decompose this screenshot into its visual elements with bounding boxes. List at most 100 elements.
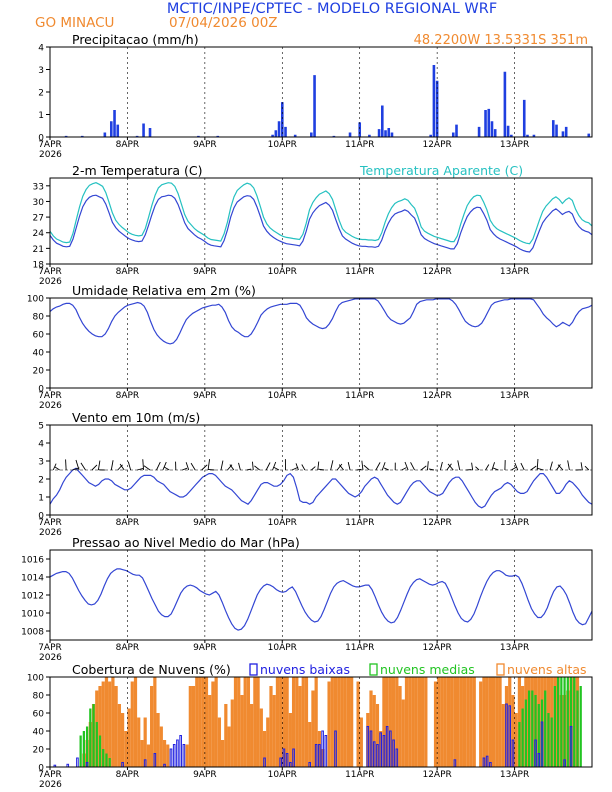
wind-vector xyxy=(164,466,170,471)
precip-bar xyxy=(380,105,384,137)
wind-vector xyxy=(567,460,570,471)
cloud-high-bar xyxy=(514,713,518,767)
wind-xtick-label: 7APR xyxy=(38,518,62,528)
precip-bar xyxy=(116,124,120,137)
pressure-ytick-label: 1012 xyxy=(21,592,44,602)
panel-pressure: 1008 1010 1012 1014 1016 7APR 8APR 9APR 10APR 11A… xyxy=(21,535,593,663)
wind-vector xyxy=(361,460,364,471)
cloud-high-bar xyxy=(446,677,451,767)
cloud-high-bar xyxy=(308,722,312,767)
precip-bar xyxy=(284,126,287,137)
cloud-low-bar xyxy=(489,762,492,767)
clouds-xtick-label: 13APR xyxy=(500,770,529,780)
humidity-ytick-label: 40 xyxy=(33,349,45,359)
precip-bar xyxy=(310,132,313,137)
cloud-legend-swatch-1 xyxy=(369,663,378,676)
cloud-low-bar xyxy=(76,757,79,767)
wind-vector xyxy=(207,459,211,471)
wind-vector xyxy=(156,461,161,471)
wind-vector xyxy=(54,466,60,471)
cloud-high-bar xyxy=(259,708,263,767)
wind-vector xyxy=(185,462,190,471)
cloud-low-bar xyxy=(382,735,386,767)
precip-ytick-label: 0 xyxy=(38,134,44,144)
pressure-xtick-label: 12APR xyxy=(422,643,451,653)
cloud-high-bar xyxy=(372,695,376,767)
wind-vector xyxy=(97,460,101,471)
temperature-ytick-label: 24 xyxy=(33,229,45,239)
pressure-ytick-label: 1008 xyxy=(21,628,44,638)
cloud-high-bar xyxy=(159,726,163,767)
cloud-low-bar xyxy=(334,730,337,767)
cloud-mid-bar xyxy=(102,749,105,767)
cloud-mid-bar xyxy=(537,704,540,767)
cloud-high-bar xyxy=(146,744,151,767)
temperature-year-label: 2026 xyxy=(39,277,62,287)
precip-bar xyxy=(368,134,371,137)
cloud-high-bar xyxy=(491,677,496,767)
pressure-line xyxy=(50,568,592,631)
cloud-high-bar xyxy=(185,744,189,767)
cloud-low-bar xyxy=(121,762,124,767)
wind-vector xyxy=(363,464,370,471)
precip-xtick-label: 7APR xyxy=(38,140,62,150)
wind-vector xyxy=(318,468,325,471)
cloud-low-bar xyxy=(318,744,321,767)
precip-bar xyxy=(348,132,352,137)
wind-vector xyxy=(446,463,452,471)
precip-bar xyxy=(358,122,362,137)
cloud-legend-swatch-0 xyxy=(249,663,258,676)
wind-vector xyxy=(162,461,167,471)
wind-vector xyxy=(80,462,86,471)
cloud-high-bar xyxy=(482,677,486,767)
cloud-low-bar xyxy=(308,762,312,767)
cloud-high-bar xyxy=(504,686,509,767)
cloud-high-bar xyxy=(340,677,344,767)
cloud-mid-bar xyxy=(569,677,573,767)
clouds-plot-area xyxy=(53,677,582,767)
wind-vector xyxy=(201,464,208,471)
cloud-high-bar xyxy=(330,677,334,767)
cloud-mid-bar xyxy=(524,699,527,767)
wind-vector xyxy=(471,462,474,471)
cloud-mid-bar xyxy=(547,713,550,767)
cloud-high-bar xyxy=(298,686,302,767)
clouds-ytick-label: 20 xyxy=(33,746,45,756)
cloud-high-bar xyxy=(501,704,505,767)
precip-ytick-label: 1 xyxy=(38,111,44,121)
precip-bar xyxy=(429,134,432,137)
wind-ytick-label: 0 xyxy=(38,512,44,522)
precip-xtick-label: 11APR xyxy=(345,140,374,150)
cloud-high-bar xyxy=(414,677,418,767)
cloud-low-bar xyxy=(482,757,486,767)
cloud-mid-bar xyxy=(556,677,560,767)
cloud-high-bar xyxy=(327,681,331,767)
wind-xtick-label: 13APR xyxy=(500,518,529,528)
cloud-mid-bar xyxy=(576,690,579,767)
clouds-ytick-label: 0 xyxy=(38,764,44,774)
cloud-high-bar xyxy=(385,677,389,767)
clouds-ytick-label: 60 xyxy=(33,710,45,720)
cloud-high-bar xyxy=(279,677,283,767)
cloud-high-bar xyxy=(198,677,202,767)
temperature-frame xyxy=(49,177,593,265)
clouds-xtick-label: 12APR xyxy=(422,770,451,780)
precip-ytick-label: 3 xyxy=(38,66,44,76)
series-line-0 xyxy=(50,194,592,253)
precip-ytick-label: 4 xyxy=(38,44,44,54)
wind-vector xyxy=(272,461,277,471)
cloud-low-bar xyxy=(511,739,515,767)
cloud-high-bar xyxy=(433,681,438,767)
cloud-low-bar xyxy=(485,755,489,767)
wind-vector xyxy=(208,468,215,471)
cloud-low-bar xyxy=(366,726,370,767)
pressure-xtick-label: 11APR xyxy=(345,643,374,653)
cloud-high-bar xyxy=(388,677,392,767)
humidity-title: Umidade Relativa em 2m (%) xyxy=(72,283,256,298)
cloud-high-bar xyxy=(282,677,286,767)
wind-vector xyxy=(295,463,299,471)
cloud-legend-label-0: nuvens baixas xyxy=(260,662,350,677)
humidity-xtick-label: 8APR xyxy=(116,391,140,401)
humidity-xtick-label: 13APR xyxy=(500,391,529,401)
cloud-low-bar xyxy=(540,721,544,767)
